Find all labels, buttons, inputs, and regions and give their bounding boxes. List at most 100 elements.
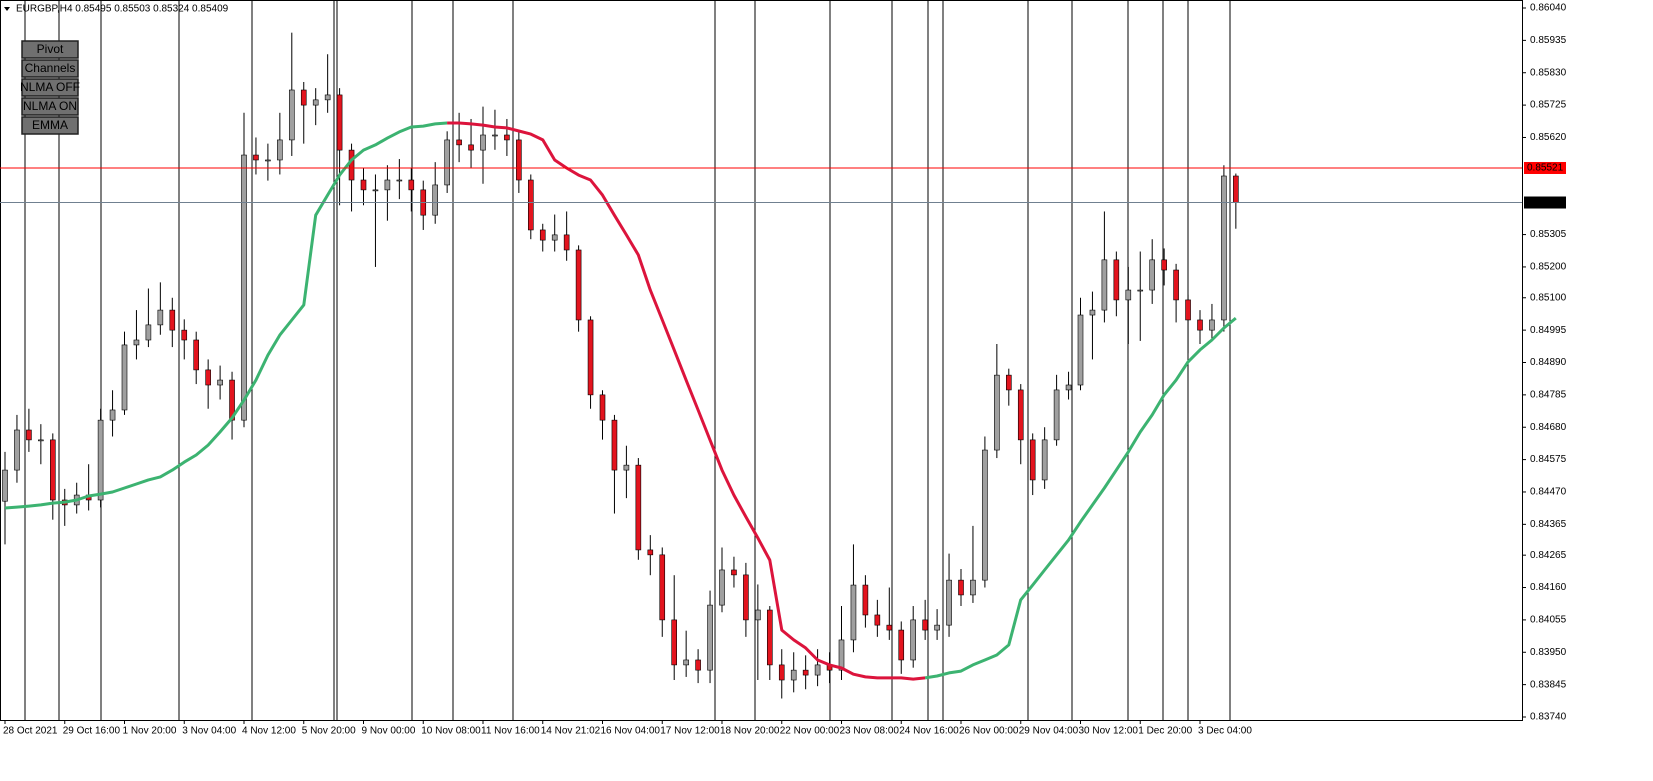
candle-body [432, 184, 439, 216]
candle-body [384, 179, 391, 191]
candle-body [444, 139, 450, 186]
candle-body [253, 154, 259, 161]
candle-body [1161, 259, 1167, 271]
y-tick-label: 0.85935 [1530, 35, 1567, 46]
button-label[interactable]: EMMA [32, 118, 68, 132]
button-face[interactable] [21, 59, 79, 78]
candle-body [886, 624, 893, 631]
button[interactable]: NLMA OFF [20, 78, 80, 97]
y-tick-label: 0.85100 [1530, 292, 1567, 303]
candle-body [778, 664, 785, 681]
y-tick-label: 0.85725 [1530, 100, 1567, 111]
candle-body [360, 179, 367, 191]
button-face[interactable] [21, 97, 79, 116]
button-face[interactable] [21, 40, 79, 59]
candle-body [157, 309, 164, 326]
candle-body [910, 619, 917, 661]
candle-body [324, 94, 331, 101]
candle-body [348, 149, 355, 181]
candle-body [2, 469, 8, 502]
candle-body [288, 89, 295, 141]
button-label[interactable]: NLMA OFF [20, 80, 80, 94]
button-label[interactable]: NLMA ON [23, 99, 77, 113]
candle-body [396, 179, 403, 182]
candle-body [731, 569, 737, 576]
candle-body [193, 339, 199, 371]
candle-body [635, 464, 642, 551]
candle-body [958, 579, 964, 596]
candle-body [1113, 259, 1120, 301]
candle-body [372, 189, 379, 192]
button[interactable]: Pivot [21, 40, 79, 59]
y-tick-label: 0.84890 [1530, 357, 1567, 368]
candle-body [492, 134, 498, 137]
candle-body [934, 624, 940, 631]
price-label: 0.85521 [1527, 163, 1564, 174]
candle-body [599, 394, 606, 421]
button[interactable]: EMMA [21, 116, 79, 135]
candle-body [755, 609, 761, 621]
candle-body [1209, 319, 1215, 331]
candle-body [516, 139, 522, 181]
candle-body [790, 669, 797, 681]
candle-body [671, 619, 678, 666]
x-tick-label: 5 Nov 20:00 [302, 726, 356, 737]
chart-title: EURGBP,H4 0.85495 0.85503 0.85324 0.8540… [16, 4, 229, 15]
x-tick-label: 17 Nov 12:00 [660, 726, 720, 737]
candle-body [695, 659, 701, 671]
y-tick-label: 0.83845 [1530, 679, 1567, 690]
candle-body [862, 584, 869, 616]
candle-body [1101, 259, 1108, 311]
candle-body [1197, 319, 1203, 331]
candle-body [49, 439, 56, 501]
y-tick-label: 0.84365 [1530, 519, 1567, 530]
y-tick-label: 0.84995 [1530, 325, 1567, 336]
marks: 0.86040 0.85935 0.85830 0.85725 0.85620 0.853… [0, 0, 1567, 737]
x-tick-label: 11 Nov 16:00 [481, 726, 540, 737]
candle-body [456, 139, 462, 146]
candle-body [647, 549, 654, 556]
y-tick-label: 0.83740 [1530, 712, 1567, 723]
button-label[interactable]: Channels [25, 61, 76, 75]
candle-body [874, 614, 881, 626]
price-label: 0.85409 [1527, 197, 1564, 208]
candle-body [121, 344, 128, 411]
candle-body [527, 179, 534, 231]
candle-body [265, 159, 271, 162]
candle-body [898, 629, 905, 661]
button[interactable]: Channels [21, 59, 79, 78]
button-label[interactable]: Pivot [37, 42, 64, 56]
y-tick-label: 0.85830 [1530, 67, 1567, 78]
x-tick-label: 26 Nov 00:00 [959, 726, 1019, 737]
candle-body [408, 179, 415, 191]
candle-body [1029, 439, 1036, 481]
menu-icon[interactable] [4, 7, 10, 11]
x-tick-label: 22 Nov 00:00 [780, 726, 840, 737]
x-tick-label: 18 Nov 20:00 [720, 726, 780, 737]
candle-body [217, 379, 223, 386]
candle-body [1017, 389, 1024, 441]
candle-body [659, 554, 666, 621]
y-tick-label: 0.84160 [1530, 582, 1567, 593]
candle-body [802, 669, 809, 676]
x-tick-label: 10 Nov 08:00 [421, 726, 481, 737]
candle-body [623, 464, 630, 471]
candle-body [683, 659, 689, 666]
indicator-line [447, 121, 926, 681]
button-face[interactable] [21, 78, 79, 97]
candle-body [1065, 384, 1072, 391]
candle-body [1233, 175, 1239, 203]
candle-body [946, 579, 952, 626]
y-tick-label: 0.84055 [1530, 615, 1567, 626]
x-tick-label: 24 Nov 16:00 [899, 726, 959, 737]
candle-body [743, 574, 749, 621]
button-face[interactable] [21, 116, 79, 135]
candle-body [241, 154, 247, 421]
button[interactable]: NLMA ON [21, 97, 79, 116]
y-tick-label: 0.83950 [1530, 647, 1567, 658]
candle-body [205, 369, 211, 386]
candle-body [1089, 309, 1096, 316]
x-tick-label: 30 Nov 12:00 [1079, 726, 1139, 737]
